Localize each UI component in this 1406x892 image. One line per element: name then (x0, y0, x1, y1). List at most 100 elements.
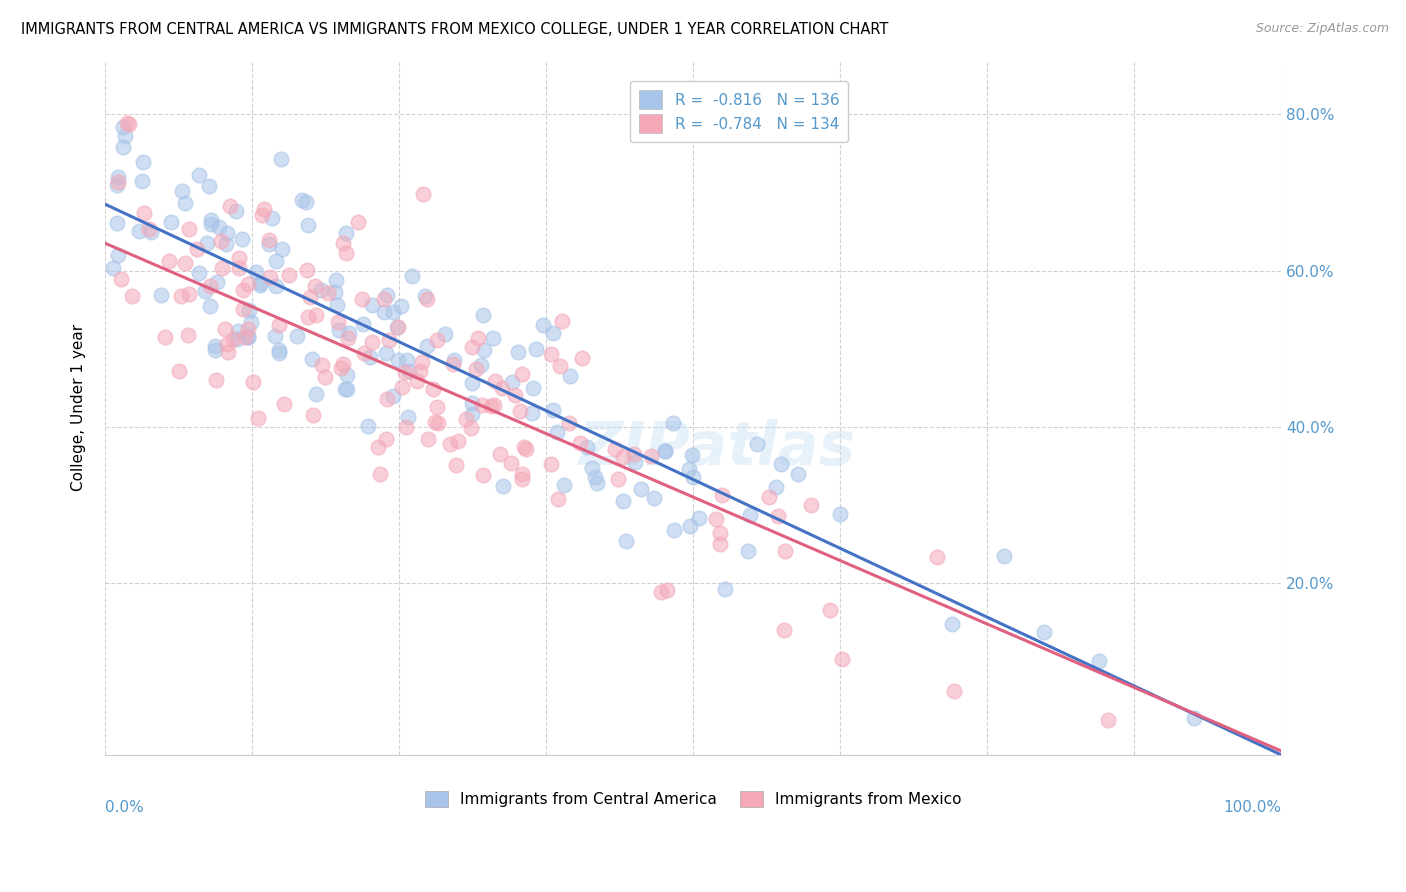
Point (501, 375, 523, 389)
Point (447, 434, 470, 449)
Point (200, 213, 222, 227)
Point (121, 289, 143, 303)
Point (688, 511, 710, 525)
Point (800, 498, 823, 512)
Point (439, 437, 461, 451)
Point (505, 388, 527, 402)
Point (624, 454, 647, 468)
Point (215, 236, 238, 251)
Point (198, 299, 221, 313)
Point (374, 432, 396, 446)
Point (426, 333, 449, 347)
Point (818, 602, 841, 616)
Point (336, 383, 359, 397)
Point (470, 358, 492, 372)
Point (373, 305, 395, 319)
Point (657, 582, 679, 597)
Point (278, 268, 301, 282)
Point (107, 247, 129, 261)
Point (491, 381, 513, 395)
Point (177, 222, 200, 236)
Point (269, 343, 291, 357)
Point (738, 508, 761, 523)
Text: IMMIGRANTS FROM CENTRAL AMERICA VS IMMIGRANTS FROM MEXICO COLLEGE, UNDER 1 YEAR : IMMIGRANTS FROM CENTRAL AMERICA VS IMMIG… (21, 22, 889, 37)
Point (787, 467, 810, 481)
Point (173, 195, 195, 210)
Point (454, 412, 477, 426)
Point (416, 432, 439, 446)
Point (177, 327, 200, 342)
Point (350, 292, 373, 306)
Point (831, 652, 853, 666)
Point (267, 346, 290, 360)
Point (263, 328, 285, 343)
Point (415, 289, 437, 303)
Point (304, 279, 326, 293)
Point (576, 440, 599, 454)
Point (471, 398, 494, 412)
Point (395, 420, 418, 434)
Point (226, 324, 249, 338)
Point (411, 355, 433, 369)
Point (273, 397, 295, 411)
Point (118, 117, 141, 131)
Point (640, 449, 662, 463)
Point (194, 284, 217, 298)
Point (682, 470, 704, 484)
Point (332, 236, 354, 251)
Point (396, 353, 419, 368)
Point (472, 343, 495, 357)
Point (328, 315, 350, 329)
Point (737, 543, 759, 558)
Point (305, 309, 328, 323)
Point (461, 407, 484, 421)
Point (558, 416, 581, 430)
Point (205, 372, 228, 386)
Point (259, 237, 281, 252)
Point (139, 225, 162, 239)
Point (236, 277, 259, 291)
Point (543, 326, 565, 340)
Text: ZIPatlas: ZIPatlas (578, 419, 855, 478)
Point (238, 329, 260, 343)
Point (128, 224, 150, 238)
Point (547, 491, 569, 506)
Point (242, 375, 264, 389)
Point (391, 380, 413, 394)
Point (425, 415, 447, 429)
Point (489, 447, 512, 461)
Point (461, 396, 484, 410)
Point (510, 467, 533, 481)
Point (328, 323, 350, 337)
Point (758, 490, 780, 504)
Point (568, 436, 591, 450)
Point (361, 334, 384, 349)
Point (179, 287, 201, 301)
Point (225, 204, 247, 219)
Point (204, 339, 226, 353)
Point (571, 351, 593, 366)
Point (245, 265, 267, 279)
Point (531, 318, 554, 333)
Point (138, 222, 160, 236)
Point (353, 346, 375, 360)
Point (405, 374, 427, 388)
Point (332, 357, 354, 371)
Point (581, 461, 603, 475)
Point (103, 261, 125, 276)
Point (297, 263, 319, 277)
Point (115, 116, 138, 130)
Point (775, 544, 797, 558)
Point (484, 398, 506, 412)
Point (398, 364, 420, 378)
Point (153, 329, 176, 343)
Point (630, 482, 652, 496)
Point (232, 301, 254, 316)
Point (401, 268, 423, 283)
Point (226, 332, 249, 346)
Point (291, 193, 314, 207)
Point (993, 549, 1015, 563)
Point (253, 202, 276, 217)
Point (195, 236, 218, 251)
Point (167, 364, 190, 378)
